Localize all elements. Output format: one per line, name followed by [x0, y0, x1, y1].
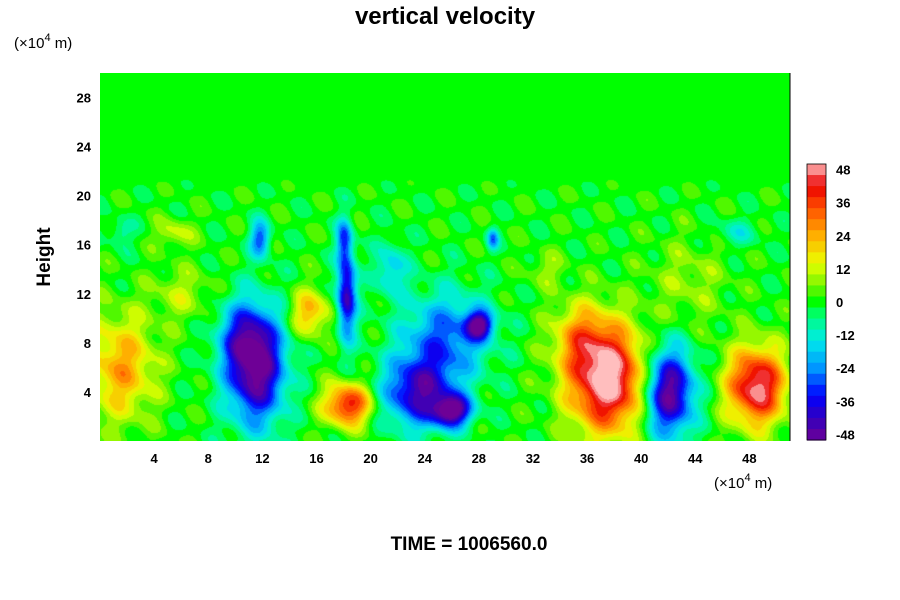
x-tick-label: 24	[417, 451, 432, 466]
x-tick-label: 12	[255, 451, 269, 466]
y-tick-label: 24	[77, 140, 92, 155]
colorbar-tick-label: 24	[836, 229, 851, 244]
y-tick-label: 8	[84, 336, 91, 351]
y-axis-label: Height	[34, 227, 55, 287]
colorbar-band	[807, 230, 826, 242]
colorbar-band	[807, 395, 826, 408]
colorbar-band	[807, 285, 826, 298]
colorbar-band	[807, 329, 826, 342]
colorbar-band	[807, 208, 826, 220]
y-tick-label: 20	[77, 189, 91, 204]
colorbar-tick-label: -24	[836, 361, 856, 376]
colorbar-band	[807, 252, 826, 264]
colorbar-band	[807, 175, 826, 187]
x-tick-label: 8	[205, 451, 212, 466]
colorbar-band	[807, 417, 826, 430]
colorbar-tick-label: -36	[836, 394, 855, 409]
x-tick-label: 48	[742, 451, 756, 466]
colorbar-tick-label: 0	[836, 295, 843, 310]
colorbar-tick-label: 48	[836, 163, 850, 178]
colorbar-tick-label: -48	[836, 427, 855, 442]
colorbar-band	[807, 318, 826, 331]
colorbar-band	[807, 384, 826, 397]
colorbar-tick-labels: 48 36 24 12 0 -12 -24 -36 -48	[836, 163, 856, 443]
colorbar-band	[807, 241, 826, 253]
colorbar-tick-label: 12	[836, 262, 850, 277]
colorbar-band	[807, 373, 826, 386]
chart-title: vertical velocity	[355, 3, 536, 30]
heatmap-plot	[100, 73, 790, 441]
colorbar-band	[807, 263, 826, 275]
x-tick-label: 4	[151, 451, 159, 466]
colorbar-band	[807, 351, 826, 364]
colorbar-band	[807, 362, 826, 375]
colorbar-tick-label: 36	[836, 196, 850, 211]
colorbar-band	[807, 219, 826, 231]
colorbar-band	[807, 197, 826, 209]
colorbar-tick-label: -12	[836, 328, 855, 343]
x-tick-label: 44	[688, 451, 703, 466]
x-tick-label: 16	[309, 451, 323, 466]
y-tick-label: 4	[84, 385, 92, 400]
colorbar-band	[807, 428, 826, 441]
colorbar	[806, 163, 827, 441]
x-tick-label: 28	[472, 451, 486, 466]
x-tick-label: 20	[363, 451, 377, 466]
colorbar-frame	[806, 163, 827, 441]
x-tick-label: 40	[634, 451, 648, 466]
time-label: TIME = 1006560.0	[391, 534, 548, 555]
colorbar-band	[807, 307, 826, 320]
x-tick-labels: 4 8 12 16 20 24 28 32 36 40 44 48	[151, 451, 757, 466]
y-unit-label: (×104 m)	[14, 32, 72, 52]
colorbar-band	[807, 186, 826, 198]
colorbar-band	[807, 340, 826, 353]
colorbar-band	[807, 164, 826, 176]
y-tick-label: 28	[77, 91, 91, 106]
colorbar-band	[807, 274, 826, 287]
colorbar-band	[807, 406, 826, 419]
y-tick-labels: 4 8 12 16 20 24 28	[77, 91, 92, 400]
x-tick-label: 32	[526, 451, 540, 466]
colorbar-band	[807, 296, 826, 309]
y-tick-label: 12	[77, 287, 91, 302]
x-tick-label: 36	[580, 451, 594, 466]
y-tick-label: 16	[77, 238, 91, 253]
x-unit-label: (×104 m)	[714, 472, 772, 492]
